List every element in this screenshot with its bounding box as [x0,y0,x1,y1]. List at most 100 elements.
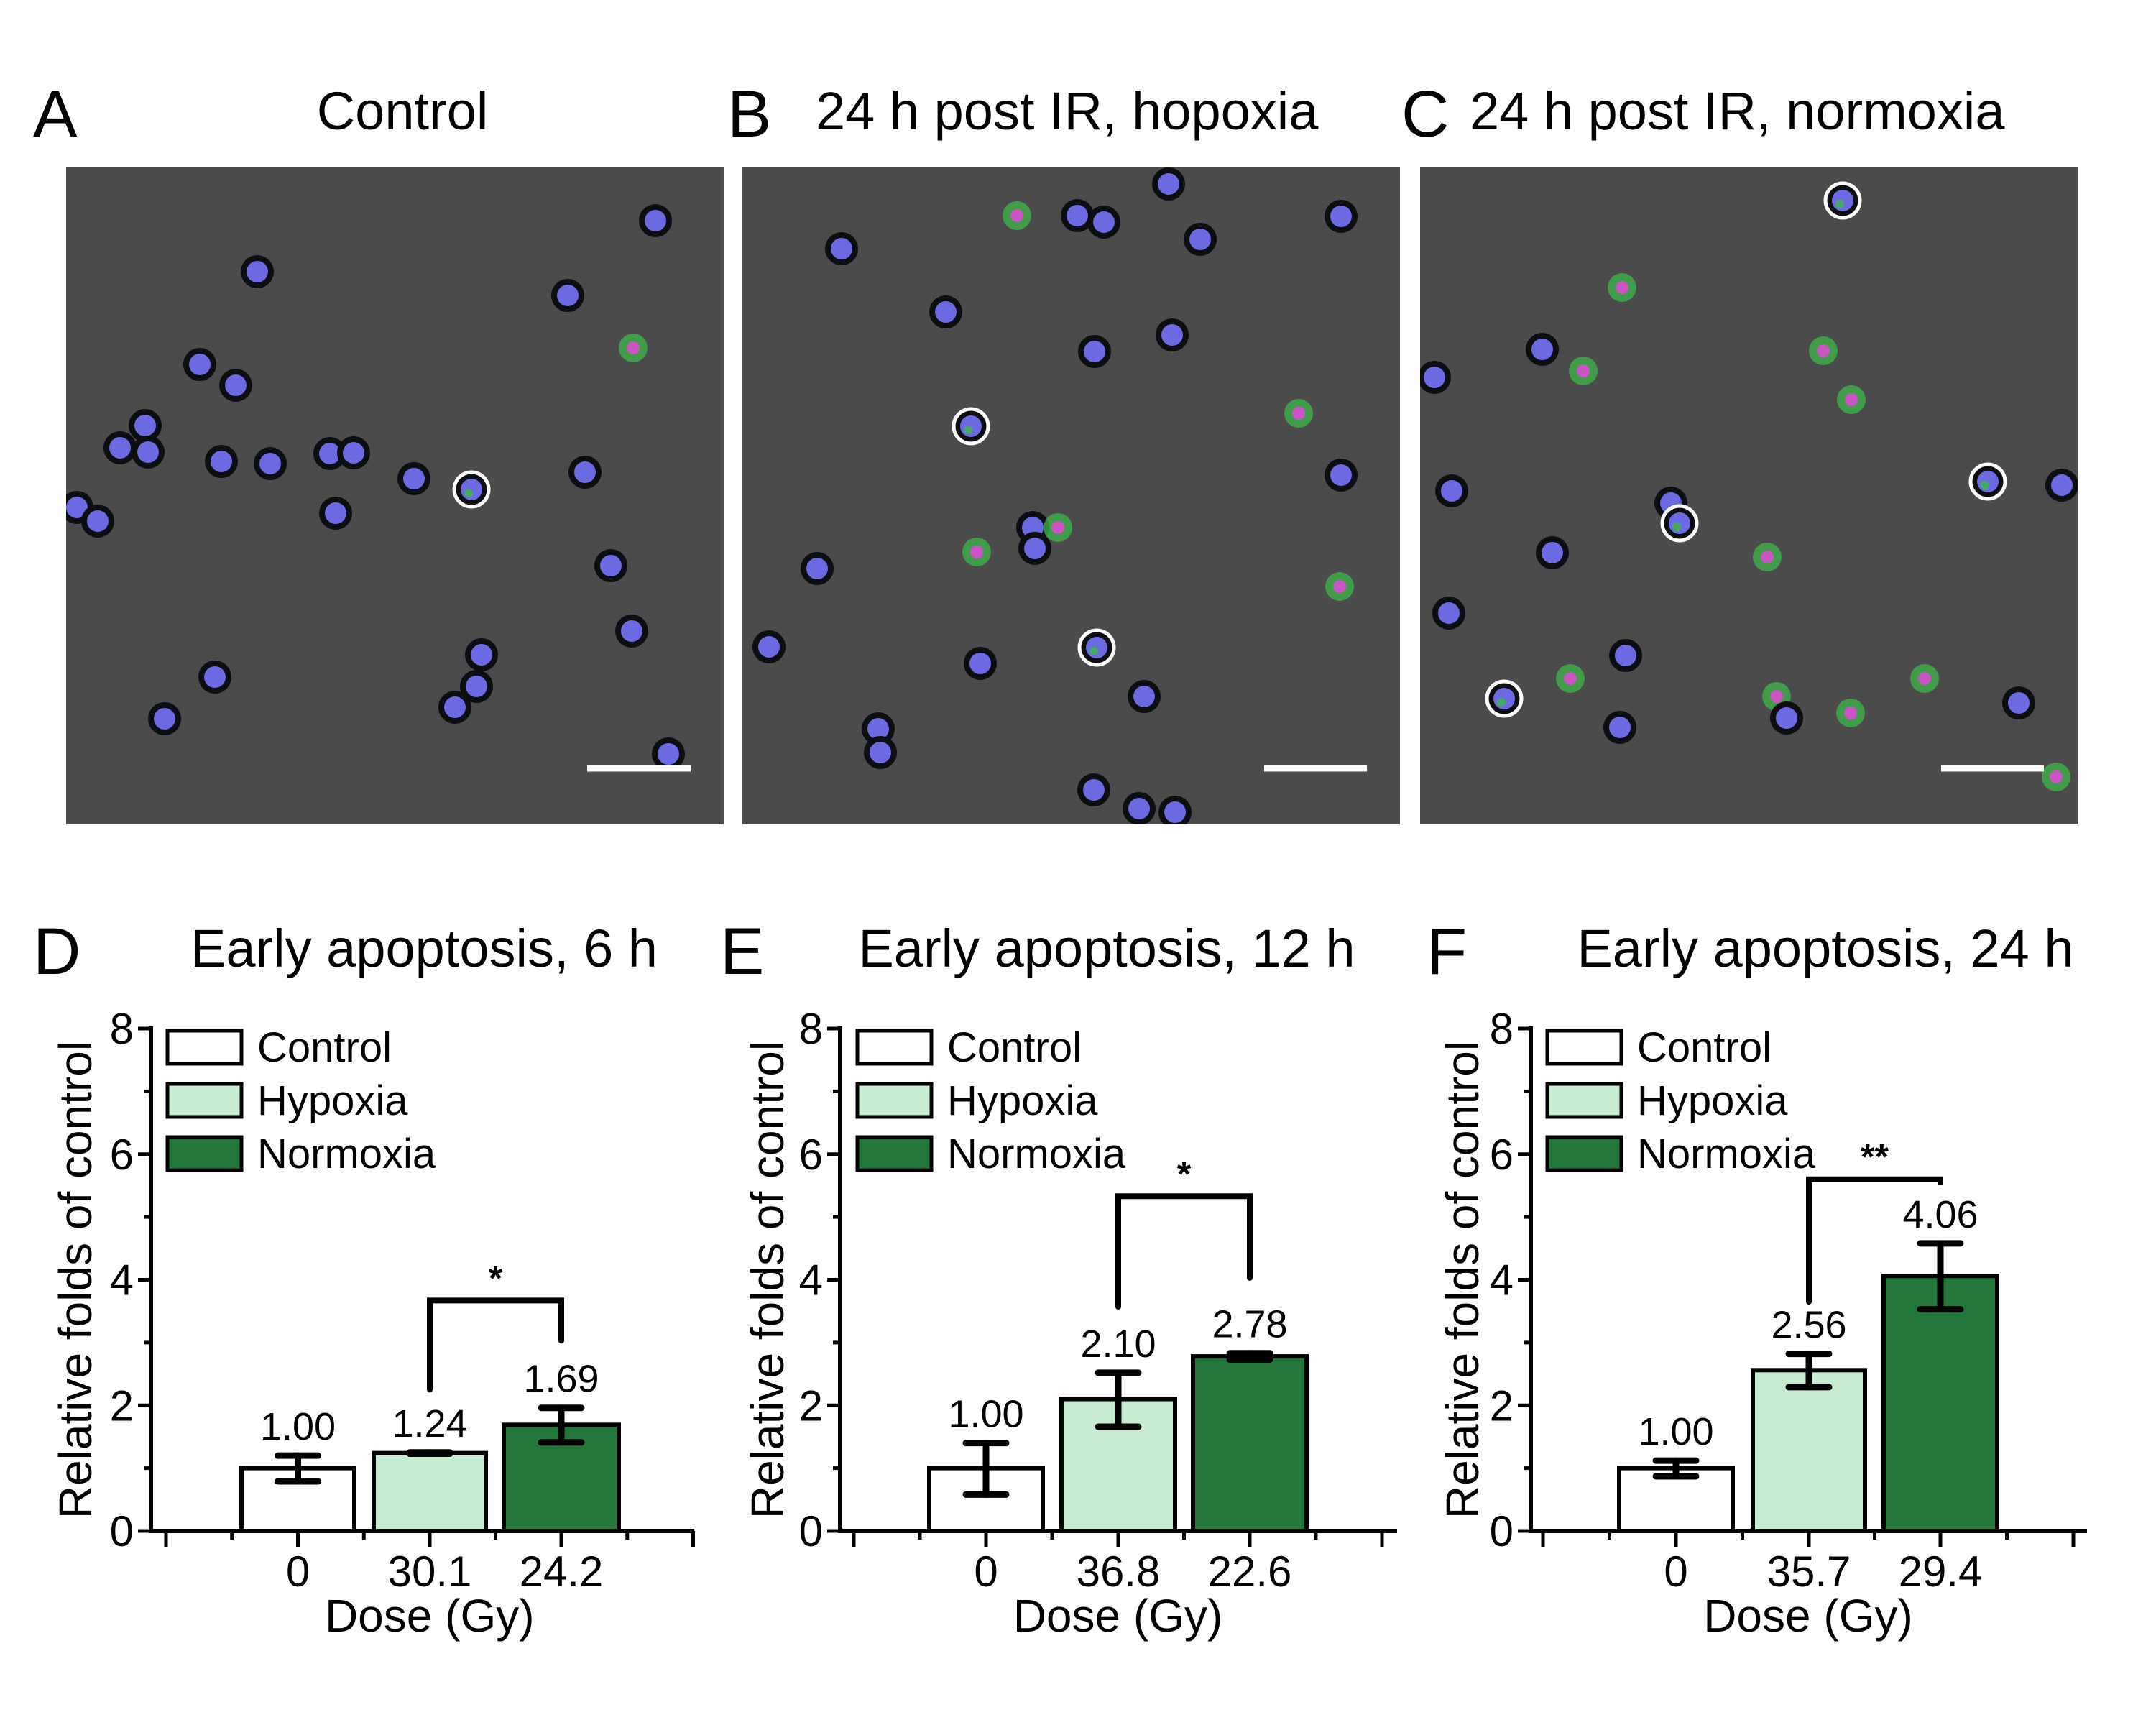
apoptotic-cell [1910,664,1939,693]
legend-label: Control [1637,1024,1772,1071]
cell [1435,474,1468,507]
bar-normoxia [1881,1274,1999,1533]
panel-letter: D [33,915,80,988]
cell [198,661,231,694]
y-tick-label: 4 [1490,1256,1514,1305]
cell [129,409,162,442]
x-tick-label: 36.8 [1077,1547,1161,1596]
apoptotic-cell [2042,763,2070,791]
apoptotic-cell [1836,699,1865,727]
legend-label: Hypoxia [257,1077,408,1124]
x-tick-label: 29.4 [1899,1547,1983,1596]
highlight-circle [452,470,491,509]
cells [752,167,1358,824]
error-bar [275,1452,321,1485]
panel-b: B 24 h post IR, hopoxia [727,78,1400,824]
circled-cell [1823,181,1862,220]
apoptotic-cell [1284,399,1313,428]
panel-letter: E [720,915,764,988]
x-tick-label: 0 [974,1547,998,1596]
cells [1420,181,2078,791]
cell [465,638,498,671]
cell [1018,532,1051,565]
legend-label: Normoxia [257,1131,436,1177]
cell [929,295,962,328]
cell [313,437,346,470]
error-bar [962,1440,1010,1498]
cell [2045,469,2078,502]
apoptotic-cell [1809,336,1838,365]
apoptotic-cell [1837,385,1866,414]
cell [615,615,648,648]
cell [397,462,430,495]
apoptotic-cell [1325,572,1354,601]
value-label: 1.00 [1638,1410,1713,1453]
error-bar [538,1404,585,1446]
apoptotic-cell [1608,273,1636,302]
panel-a-title: Control [317,81,489,141]
image-background [742,167,1400,824]
error-bar [1917,1240,1964,1313]
cell [752,630,786,663]
cell [1152,167,1185,201]
apoptotic-cell [1556,664,1585,693]
cell [964,647,997,680]
cell [1325,200,1358,233]
error-bar [1226,1350,1273,1363]
cell [1609,639,1642,672]
y-tick-label: 2 [1490,1381,1514,1430]
cell [639,204,672,237]
legend-label: Normoxia [1637,1131,1816,1177]
cell [460,670,493,703]
image-background [1420,167,2078,824]
cell [551,279,584,312]
cell [183,348,216,381]
highlight-circle [1660,504,1699,543]
cell [1123,792,1156,824]
cell [568,456,602,489]
y-tick-label: 4 [110,1256,134,1305]
panel-letter-c: C [1401,78,1449,151]
y-tick-label: 0 [799,1507,823,1555]
apoptotic-cell [1569,356,1598,385]
y-tick-label: 6 [799,1131,823,1179]
chart-title: Early apoptosis, 24 h [1577,919,2073,978]
y-axis-title: Relative folds of control [742,1041,793,1519]
apoptotic-cell [1753,543,1782,571]
legend-swatch-control [855,1029,934,1066]
cell [254,447,287,480]
y-tick-label: 8 [1490,1005,1514,1053]
error-bar [1095,1369,1142,1430]
x-axis-title: Dose (Gy) [1013,1590,1223,1642]
bar-control [927,1466,1045,1533]
cell [1077,773,1110,806]
legend-swatch-control [165,1029,244,1066]
highlight-circle [952,407,990,446]
microscopy-image-control [66,167,724,824]
significance-marker: * [1177,1154,1192,1194]
cell [1432,597,1465,630]
cells [66,204,685,770]
highlight-circle [1485,679,1524,718]
legend-label: Control [257,1024,392,1071]
x-tick-label: 22.6 [1208,1547,1292,1596]
y-tick-label: 4 [799,1256,823,1305]
cell [801,552,834,585]
cell [594,549,627,582]
y-tick-label: 0 [110,1507,134,1555]
legend-swatch-normoxia [1545,1135,1623,1172]
significance-bracket [427,1297,564,1393]
significance-marker: ** [1861,1137,1889,1177]
cell [81,505,114,538]
value-label: 1.00 [260,1405,336,1448]
cell [1770,702,1803,735]
cell [1128,680,1161,713]
significance-bracket [1806,1176,1943,1305]
cell [1078,335,1111,368]
panel-b-title: 24 h post IR, hopoxia [816,81,1319,141]
circled-cell [1660,504,1699,543]
panel-letter-a: A [33,78,78,151]
